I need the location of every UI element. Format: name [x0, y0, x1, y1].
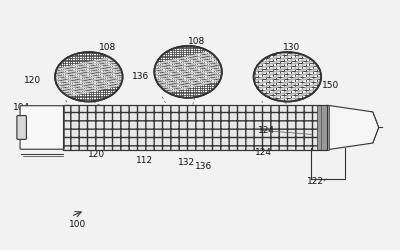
Text: 130: 130: [284, 42, 301, 51]
Text: 132: 132: [178, 158, 195, 166]
Text: 120: 120: [88, 150, 105, 159]
Ellipse shape: [154, 46, 222, 98]
Text: 136: 136: [195, 162, 212, 171]
Bar: [63, 105, 327, 150]
Polygon shape: [327, 105, 379, 150]
Text: 120: 120: [24, 76, 41, 85]
Ellipse shape: [254, 52, 321, 102]
Text: 108: 108: [188, 37, 205, 46]
Ellipse shape: [155, 46, 221, 97]
Text: 104: 104: [12, 103, 30, 112]
Text: 108: 108: [99, 42, 116, 51]
Text: 124: 124: [255, 148, 272, 157]
Text: 150: 150: [322, 81, 339, 90]
Text: 122: 122: [307, 177, 324, 186]
FancyBboxPatch shape: [17, 116, 26, 139]
Text: 116: 116: [337, 123, 354, 132]
Text: 136: 136: [132, 72, 149, 81]
Ellipse shape: [55, 52, 122, 102]
Bar: [63, 105, 327, 150]
Text: 124: 124: [258, 126, 274, 135]
Ellipse shape: [56, 52, 122, 101]
Text: 112: 112: [136, 156, 154, 165]
Text: 100: 100: [69, 220, 86, 229]
Bar: [317, 105, 329, 150]
FancyBboxPatch shape: [20, 106, 64, 149]
Ellipse shape: [254, 52, 320, 101]
